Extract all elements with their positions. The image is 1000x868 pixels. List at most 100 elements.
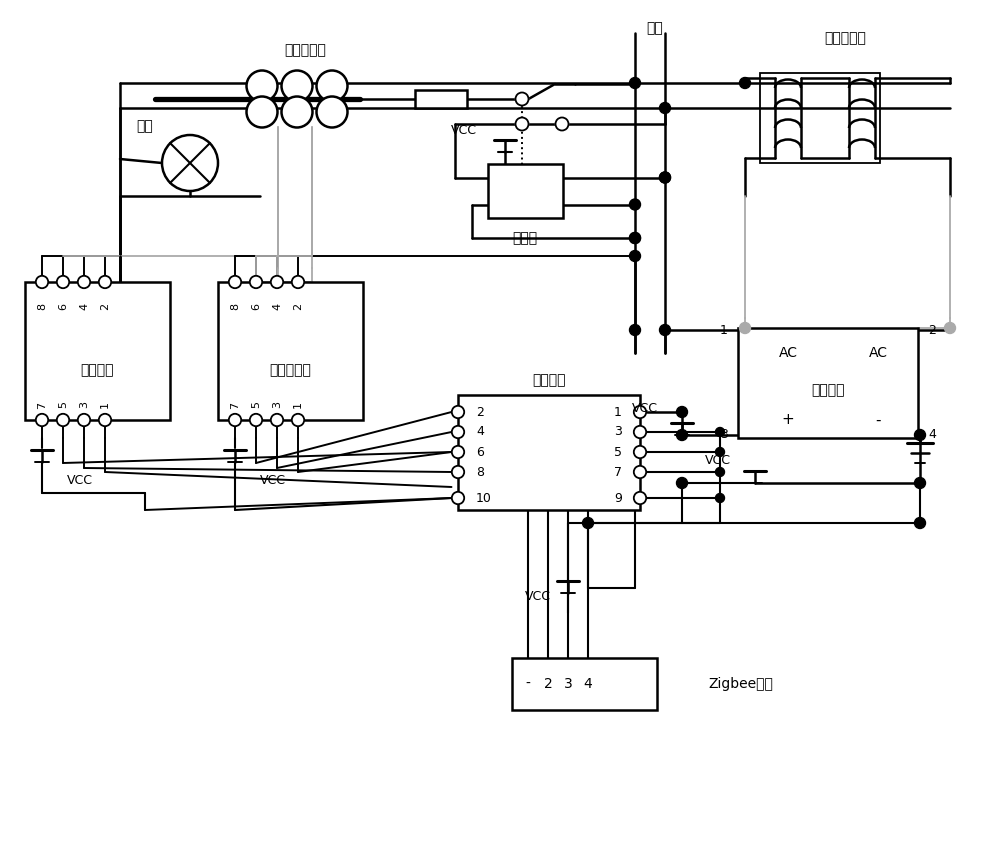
Circle shape	[676, 430, 688, 440]
Circle shape	[630, 233, 640, 244]
Circle shape	[316, 96, 348, 128]
Circle shape	[516, 117, 528, 130]
Text: 2: 2	[293, 302, 303, 310]
Circle shape	[292, 414, 304, 426]
Text: 8: 8	[37, 302, 47, 310]
Bar	[25, 282, 170, 420]
Circle shape	[452, 492, 464, 504]
Text: AC: AC	[868, 346, 888, 360]
Circle shape	[634, 492, 646, 504]
Circle shape	[250, 414, 262, 426]
Circle shape	[914, 517, 926, 529]
Text: 3: 3	[720, 429, 728, 442]
Text: 电流互感器: 电流互感器	[284, 43, 326, 57]
Text: 4: 4	[79, 302, 89, 310]
Text: 2: 2	[476, 405, 484, 418]
Circle shape	[556, 117, 568, 130]
Circle shape	[630, 325, 640, 336]
Text: 3: 3	[79, 402, 89, 409]
Circle shape	[452, 446, 464, 458]
Circle shape	[660, 102, 670, 114]
Bar	[415, 90, 467, 108]
Text: 8: 8	[230, 302, 240, 310]
Text: 调光模块: 调光模块	[81, 363, 114, 377]
Circle shape	[676, 406, 688, 418]
Circle shape	[634, 426, 646, 438]
Circle shape	[292, 276, 304, 288]
Circle shape	[78, 414, 90, 426]
Text: 6: 6	[251, 303, 261, 310]
Bar	[488, 164, 563, 218]
Text: 继电器: 继电器	[512, 231, 538, 245]
Text: 路灯: 路灯	[137, 119, 153, 133]
Circle shape	[57, 414, 69, 426]
Circle shape	[229, 276, 241, 288]
Circle shape	[740, 323, 750, 333]
Text: Zigbee天线: Zigbee天线	[708, 677, 773, 691]
Circle shape	[914, 430, 926, 440]
Circle shape	[516, 93, 528, 106]
Text: 控制模块: 控制模块	[532, 373, 566, 387]
Text: 4: 4	[928, 429, 936, 442]
Circle shape	[452, 426, 464, 438]
Text: VCC: VCC	[451, 124, 477, 137]
Text: VCC: VCC	[67, 474, 93, 486]
Text: VCC: VCC	[632, 402, 658, 415]
Text: 7: 7	[37, 401, 47, 409]
Circle shape	[36, 276, 48, 288]
Circle shape	[246, 96, 278, 128]
Bar	[512, 658, 657, 710]
Text: 电源模块: 电源模块	[811, 383, 845, 397]
Text: 6: 6	[58, 303, 68, 310]
Text: 7: 7	[614, 465, 622, 478]
Circle shape	[716, 428, 724, 437]
Text: -: -	[526, 677, 530, 691]
Circle shape	[282, 96, 312, 128]
Bar	[458, 395, 640, 510]
Text: 输入: 输入	[647, 21, 663, 35]
Circle shape	[630, 199, 640, 210]
Circle shape	[271, 414, 283, 426]
Text: 8: 8	[476, 465, 484, 478]
Circle shape	[630, 77, 640, 89]
Text: 3: 3	[614, 425, 622, 438]
Circle shape	[282, 70, 312, 102]
Text: 4: 4	[584, 677, 592, 691]
Circle shape	[944, 323, 956, 333]
Text: VCC: VCC	[260, 474, 286, 486]
Circle shape	[676, 477, 688, 489]
Circle shape	[36, 414, 48, 426]
Circle shape	[57, 276, 69, 288]
Circle shape	[660, 172, 670, 183]
Circle shape	[452, 466, 464, 478]
Text: 5: 5	[58, 402, 68, 409]
Text: 电压互感器: 电压互感器	[824, 31, 866, 45]
Circle shape	[229, 414, 241, 426]
Circle shape	[634, 406, 646, 418]
Circle shape	[162, 135, 218, 191]
Text: 2: 2	[544, 677, 552, 691]
Text: -: -	[875, 412, 881, 428]
Circle shape	[452, 406, 464, 418]
Text: +: +	[782, 412, 794, 428]
Text: 5: 5	[251, 402, 261, 409]
Text: 电参数检测: 电参数检测	[270, 363, 311, 377]
Text: 1: 1	[720, 324, 728, 337]
Circle shape	[582, 517, 594, 529]
Circle shape	[250, 276, 262, 288]
Circle shape	[99, 276, 111, 288]
Text: 3: 3	[272, 402, 282, 409]
Circle shape	[716, 448, 724, 457]
Bar	[738, 328, 918, 438]
Text: 1: 1	[100, 402, 110, 409]
Text: 5: 5	[614, 445, 622, 458]
Text: 7: 7	[230, 401, 240, 409]
Text: 2: 2	[100, 302, 110, 310]
Text: 3: 3	[564, 677, 572, 691]
Circle shape	[99, 414, 111, 426]
Text: 4: 4	[476, 425, 484, 438]
Circle shape	[246, 70, 278, 102]
Text: 4: 4	[272, 302, 282, 310]
Text: AC: AC	[778, 346, 798, 360]
Circle shape	[630, 251, 640, 261]
